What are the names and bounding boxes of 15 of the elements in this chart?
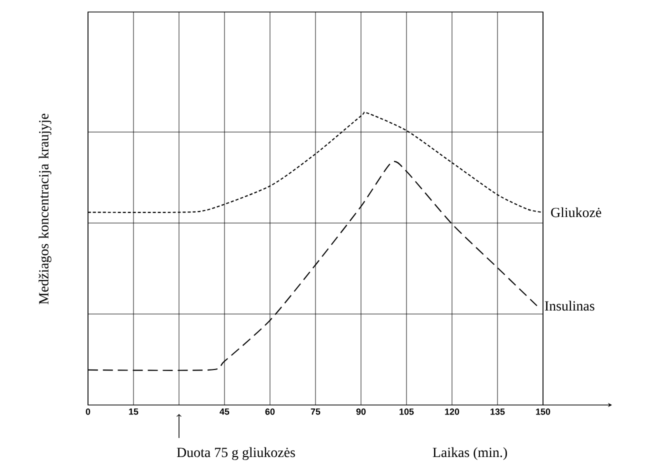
y-axis-title: Medžiagos koncentracija kraujyje [38, 114, 52, 304]
x-axis-title: Laikas (min.) [432, 447, 507, 460]
x-tick-label: 90 [356, 408, 366, 415]
x-tick-label: 105 [400, 408, 414, 415]
x-tick-label: 75 [310, 408, 320, 415]
x-tick-label: 45 [220, 408, 230, 415]
x-tick-label: 135 [490, 408, 505, 415]
x-tick-label: 0 [86, 408, 90, 415]
x-tick-label: 15 [129, 408, 138, 415]
series-label: Gliukozė [551, 207, 602, 218]
series-label: Insulinas [544, 300, 594, 310]
x-tick-label: 120 [445, 408, 460, 415]
x-tick-label: 150 [536, 408, 550, 415]
x-tick-label: 60 [265, 408, 275, 415]
text: Duota 75 g gliukozės [176, 447, 295, 460]
